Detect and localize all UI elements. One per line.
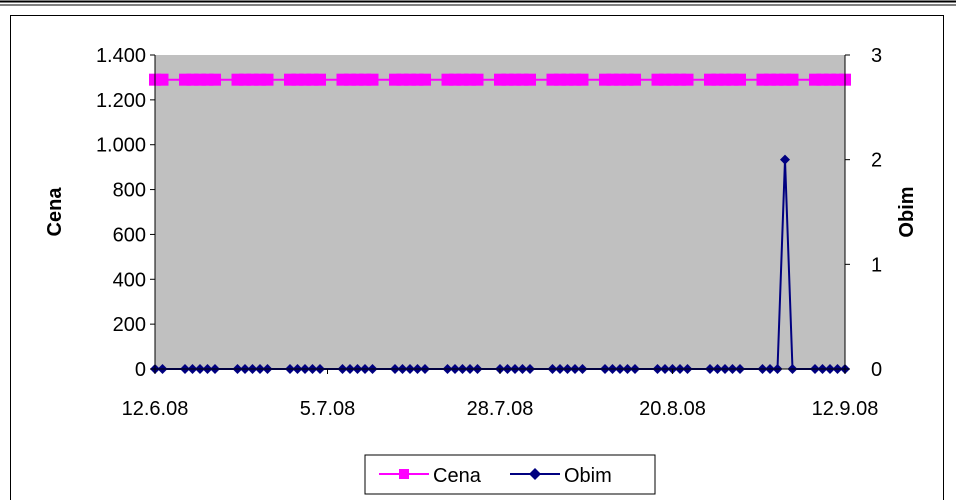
y-left-tick-label: 800 [113, 180, 146, 202]
legend-cena-label: Cena [433, 465, 482, 487]
data-point-cena [261, 73, 274, 86]
y-left-tick-label: 1.200 [96, 90, 146, 112]
y-left-tick-label: 0 [135, 359, 146, 381]
y-axis-left-title: Cena [44, 187, 66, 237]
x-tick-label: 28.7.08 [467, 398, 534, 420]
x-tick-label: 5.7.08 [300, 398, 356, 420]
y-left-tick-label: 1.400 [96, 45, 146, 67]
plot-area [155, 55, 845, 369]
data-point-cena [786, 73, 799, 86]
data-point-cena [576, 73, 589, 86]
legend-obim-label: Obim [564, 465, 612, 487]
ticks-layer: 0 200 400 600 800 1.000 1.200 1.400 0 1 2 3 12.6.08 5… [96, 45, 882, 420]
data-point-cena [471, 73, 484, 86]
x-tick-label: 12.9.08 [812, 398, 879, 420]
data-point-cena [366, 73, 379, 86]
data-point-obim [780, 154, 790, 165]
data-point-cena [209, 73, 221, 86]
legend-obim-marker [529, 468, 541, 480]
data-point-cena [524, 73, 536, 86]
data-point-cena [681, 73, 694, 86]
legend-cena-marker [399, 469, 409, 479]
data-point-cena [156, 73, 169, 86]
y-right-tick-label: 1 [871, 254, 882, 276]
y-left-tick-label: 400 [113, 269, 146, 291]
x-tick-label: 20.8.08 [639, 398, 706, 420]
data-point-cena [629, 73, 641, 86]
x-tick-label: 12.6.08 [122, 398, 189, 420]
y-left-tick-label: 200 [113, 314, 146, 336]
y-right-tick-label: 3 [871, 45, 882, 67]
y-left-tick-label: 1.000 [96, 135, 146, 157]
data-point-cena [419, 73, 431, 86]
legend: Cena Obim [364, 454, 656, 495]
y-right-tick-label: 0 [871, 359, 882, 381]
y-left-tick-label: 600 [113, 224, 146, 246]
y-axis-right-title: Obim [896, 186, 918, 237]
data-point-cena [314, 73, 326, 86]
y-right-tick-label: 2 [871, 150, 882, 172]
data-point-cena [734, 73, 746, 86]
